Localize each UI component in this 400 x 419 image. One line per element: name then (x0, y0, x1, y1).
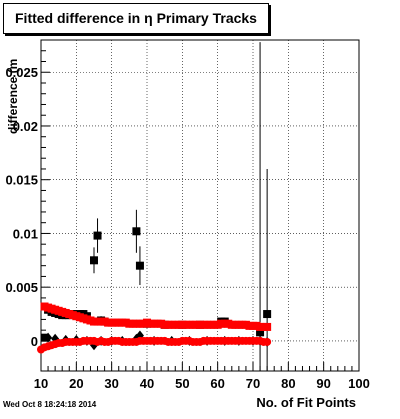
black-square-point (90, 256, 98, 265)
x-tick-label: 40 (140, 376, 154, 391)
black-square-point (135, 261, 144, 270)
x-tick-label: 80 (281, 376, 295, 391)
black-square-point (93, 231, 102, 240)
y-tick-label: 0 (31, 334, 38, 349)
x-tick-label: 20 (69, 376, 83, 391)
black-square-point (263, 310, 272, 319)
y-tick-label: 0.015 (5, 173, 38, 188)
x-tick-label: 60 (210, 376, 224, 391)
y-tick-label: 0.005 (5, 280, 38, 295)
y-axis-title: difference (m (6, 59, 20, 134)
timestamp-label: Wed Oct 8 18:24:18 2014 (3, 400, 97, 409)
x-tick-label: 90 (316, 376, 330, 391)
x-tick-label: 30 (104, 376, 118, 391)
x-tick-label: 100 (348, 376, 370, 391)
y-tick-label: 0.01 (13, 226, 38, 241)
chart-title-box: Fitted difference in η Primary Tracks (3, 3, 269, 34)
x-tick-label: 50 (175, 376, 189, 391)
red-circle-point (263, 337, 272, 346)
chart-title: Fitted difference in η Primary Tracks (15, 10, 257, 26)
black-square-point (132, 227, 141, 236)
x-tick-label: 70 (246, 376, 260, 391)
black-diamond-point (44, 332, 53, 343)
y-tick-label: 0.025 (5, 65, 38, 80)
x-axis-title: No. of Fit Points (256, 395, 356, 410)
plot-frame (40, 39, 360, 372)
red-square-point (263, 322, 272, 331)
black-square-point (256, 328, 265, 337)
x-tick-label: 10 (34, 376, 48, 391)
y-tick-label: 0.02 (13, 119, 38, 134)
